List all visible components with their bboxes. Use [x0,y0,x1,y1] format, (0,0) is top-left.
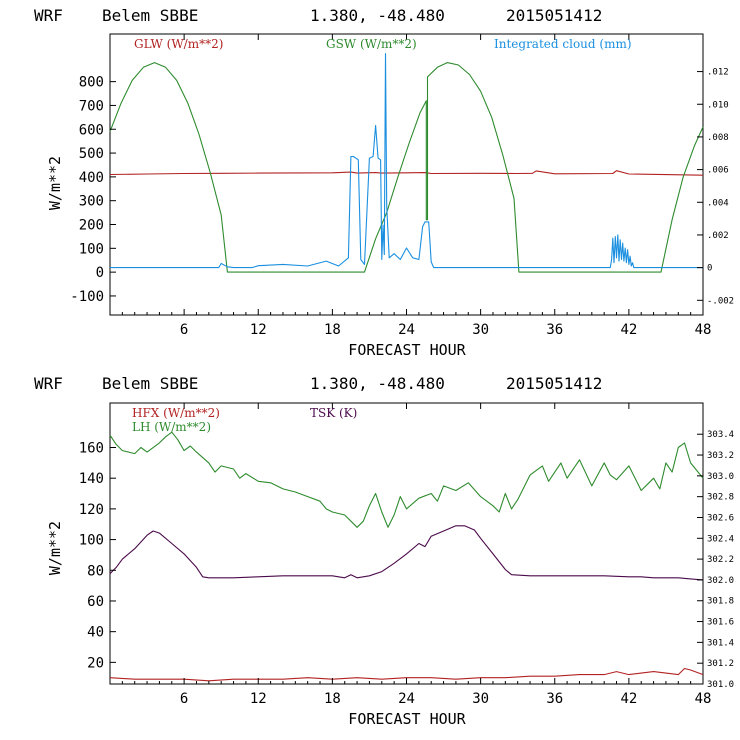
panel2-y2-tick-label: 301.6 [707,618,734,628]
panel2-y-axis-label: W/m**2 [46,521,64,575]
panel1-x-tick-label: 42 [620,322,637,338]
panel1-series-glw-line [109,170,704,176]
panel1-model-label: WRF [34,6,63,25]
panel2-run-label: 2015051412 [506,374,602,393]
panel1-y2-tick-label: .004 [707,198,729,208]
panel1-x-ticks: 6 12 18 24 30 36 42 48 [121,34,712,338]
panel2-y2-tick-label: 303.2 [707,451,734,461]
panel1-y-tick-label: 300 [79,194,104,210]
panel1-y2-ticks: -.002 0 .002 .004 .006 .008 .010 .012 [697,68,734,306]
panel1-y2-tick-label: .012 [707,68,729,78]
panel1-x-tick-label: 30 [472,322,489,338]
panel2-coords-label: 1.380, -48.480 [310,374,445,393]
panel1-x-tick-label: 12 [250,322,267,338]
panel2-y2-tick-label: 301.4 [707,638,734,648]
panel2-x-tick-label: 12 [250,691,267,707]
panel2-x-axis-label: FORECAST HOUR [348,710,466,728]
panel2-x-tick-label: 30 [472,691,489,707]
panel1-x-tick-label: 36 [546,322,563,338]
panel1-y-tick-label: 400 [79,170,104,186]
panel1-y2-tick-label: .006 [707,166,729,176]
panel2-series-group [109,431,704,682]
panel2-y-tick-label: 160 [79,441,104,457]
panel1-plot-frame [109,33,704,316]
panel1-x-tick-label: 48 [695,322,712,338]
panel2-series-lh-line [109,431,704,528]
panel1-y-tick-label: 500 [79,146,104,162]
panel1-y-axis-label: W/m**2 [46,156,64,210]
panel1-station-label: Belem SBBE [102,6,198,25]
panel1-y-tick-label: 0 [96,265,104,281]
panel2-x-tick-label: 6 [180,691,188,707]
panel2-y-ticks: 20 40 60 80 100 120 140 160 [79,441,116,671]
panel1-x-tick-label: 24 [398,322,415,338]
panel1-y-ticks: -100 0 100 200 300 400 500 600 700 800 [70,75,116,305]
panel2-header: WRF Belem SBBE 1.380, -48.480 2015051412 [34,374,602,393]
panel1-y-tick-label: 100 [79,241,104,257]
panel2-x-tick-label: 42 [620,691,637,707]
panel1-legend-gsw: GSW (W/m**2) [326,37,417,51]
panel2-plot-frame [109,402,704,685]
panel2-y-tick-label: 140 [79,471,104,487]
panel2-model-label: WRF [34,374,63,393]
panel2-chart: 6 12 18 24 30 36 42 48 20 40 60 80 100 120 140 160 301… [46,402,734,728]
panel2-y2-ticks: 301.0 301.2 301.4 301.6 301.8 302.0 302.2 302.4… [697,430,734,690]
panel2-y2-tick-label: 301.8 [707,597,734,607]
panel2-x-tick-label: 36 [546,691,563,707]
panel2-y2-tick-label: 302.2 [707,555,734,565]
panel1-y-tick-label: 800 [79,75,104,91]
panel2-x-tick-label: 24 [398,691,415,707]
panel1-coords-label: 1.380, -48.480 [310,6,445,25]
panel2-y2-tick-label: 303.4 [707,430,734,440]
panel2-y2-tick-label: 302.8 [707,493,734,503]
panel1-header: WRF Belem SBBE 1.380, -48.480 2015051412 [34,6,602,25]
panel1-y-tick-label: 600 [79,122,104,138]
panel2-y2-tick-label: 302.6 [707,513,734,523]
panel1-y2-tick-label: .008 [707,133,729,143]
panel1-legend-glw: GLW (W/m**2) [134,37,223,51]
panel1-series-gsw-line [109,62,704,273]
panel1-y2-tick-label: .002 [707,231,729,241]
panel2-y2-tick-label: 303.0 [707,472,734,482]
panel2-y2-tick-label: 302.0 [707,576,734,586]
panel2-legend-tsk: TSK (K) [310,406,357,420]
panel1-run-label: 2015051412 [506,6,602,25]
panel1-y2-tick-label: .010 [707,100,729,110]
panel1-x-axis-label: FORECAST HOUR [348,341,466,359]
panel1-y2-tick-label: 0 [707,264,712,274]
panel1-legend-cloud: Integrated cloud (mm) [494,37,632,51]
panel1-y2-tick-label: -.002 [707,296,734,306]
panel2-y-tick-label: 100 [79,533,104,549]
panel1-x-tick-label: 6 [180,322,188,338]
panel2-y-tick-label: 20 [87,655,104,671]
panel2-y2-tick-label: 302.4 [707,534,734,544]
panel2-x-tick-label: 18 [324,691,341,707]
panel2-y2-tick-label: 301.0 [707,680,734,690]
panel2-y-tick-label: 40 [87,625,104,641]
panel2-series-hfx-line [109,667,704,682]
panel2-y-tick-label: 60 [87,594,104,610]
panel2-series-tsk-line [109,525,704,581]
panel2-x-ticks: 6 12 18 24 30 36 42 48 [121,403,712,707]
panel1-y-tick-label: -100 [70,289,104,305]
panel1-y-tick-label: 200 [79,218,104,234]
panel2-y2-tick-label: 301.2 [707,659,734,669]
panel1-chart: 6 12 18 24 30 36 42 48 -100 0 100 200 300 400 500 600 7… [46,33,734,359]
panel1-x-tick-label: 18 [324,322,341,338]
panel1-series-group [109,53,704,273]
panel1-series-integrated-line [110,53,703,269]
panel2-y-tick-label: 120 [79,502,104,518]
panel2-y-tick-label: 80 [87,563,104,579]
panel2-x-tick-label: 48 [695,691,712,707]
panel2-station-label: Belem SBBE [102,374,198,393]
panel1-y-tick-label: 700 [79,98,104,114]
panel2-legend-lh: LH (W/m**2) [132,420,211,434]
panel2-legend-hfx: HFX (W/m**2) [132,406,220,420]
